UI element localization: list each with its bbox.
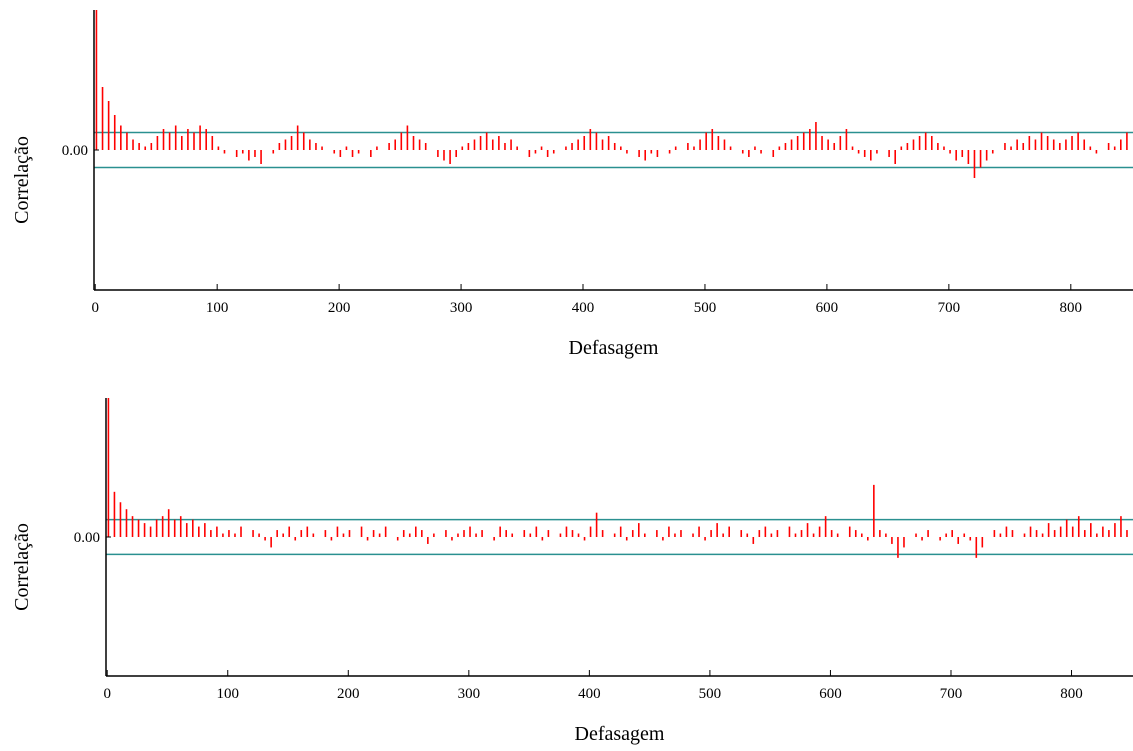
x-axis-label: Defasagem <box>569 337 659 359</box>
x-tick-label: 0 <box>91 300 99 316</box>
x-tick-label: 300 <box>458 686 481 702</box>
x-tick-label: 400 <box>578 686 601 702</box>
x-tick-label: 500 <box>694 300 717 316</box>
x-axis-label: Defasagem <box>575 723 665 745</box>
x-tick-label: 300 <box>450 300 473 316</box>
x-tick-label: 200 <box>328 300 351 316</box>
y-tick-label: 0.00 <box>74 530 100 546</box>
x-tick-label: 0 <box>103 686 111 702</box>
y-tick-label: 0.00 <box>62 143 88 159</box>
x-tick-label: 500 <box>699 686 722 702</box>
x-tick-label: 100 <box>206 300 229 316</box>
x-tick-label: 800 <box>1060 300 1083 316</box>
x-tick-label: 600 <box>819 686 842 702</box>
y-axis-label: Correlação <box>11 136 33 224</box>
x-tick-label: 600 <box>816 300 839 316</box>
y-axis-label: Correlação <box>11 523 33 611</box>
x-tick-label: 700 <box>938 300 961 316</box>
x-tick-label: 100 <box>216 686 239 702</box>
x-tick-label: 400 <box>572 300 595 316</box>
x-tick-label: 800 <box>1060 686 1083 702</box>
x-tick-label: 200 <box>337 686 360 702</box>
x-tick-label: 700 <box>940 686 963 702</box>
